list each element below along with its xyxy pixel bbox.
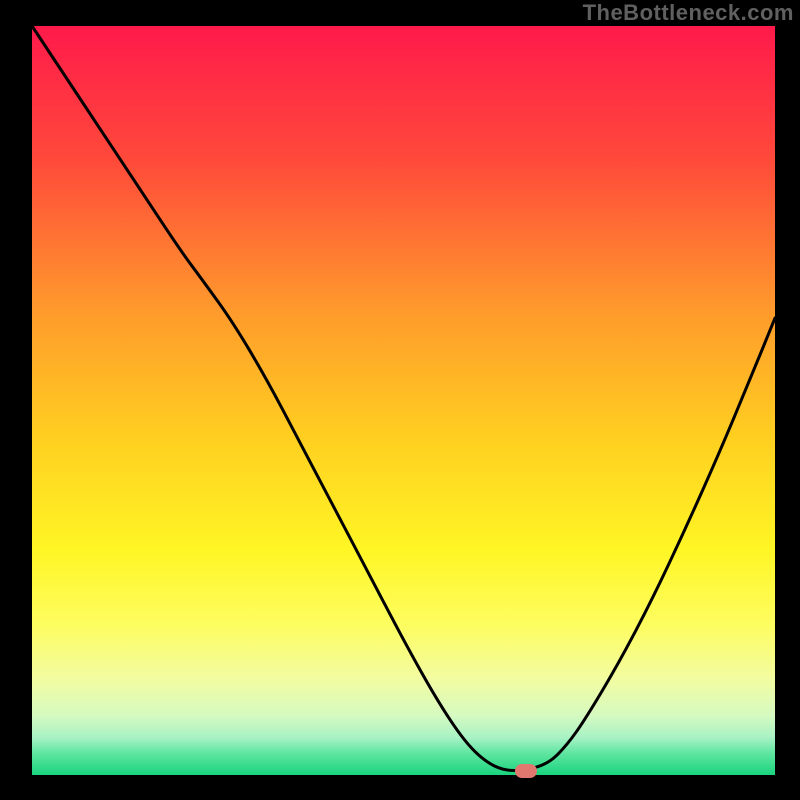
optimal-point-marker [515, 764, 537, 778]
plot-area [32, 26, 775, 775]
bottleneck-curve [32, 26, 775, 775]
watermark-text: TheBottleneck.com [583, 0, 794, 26]
